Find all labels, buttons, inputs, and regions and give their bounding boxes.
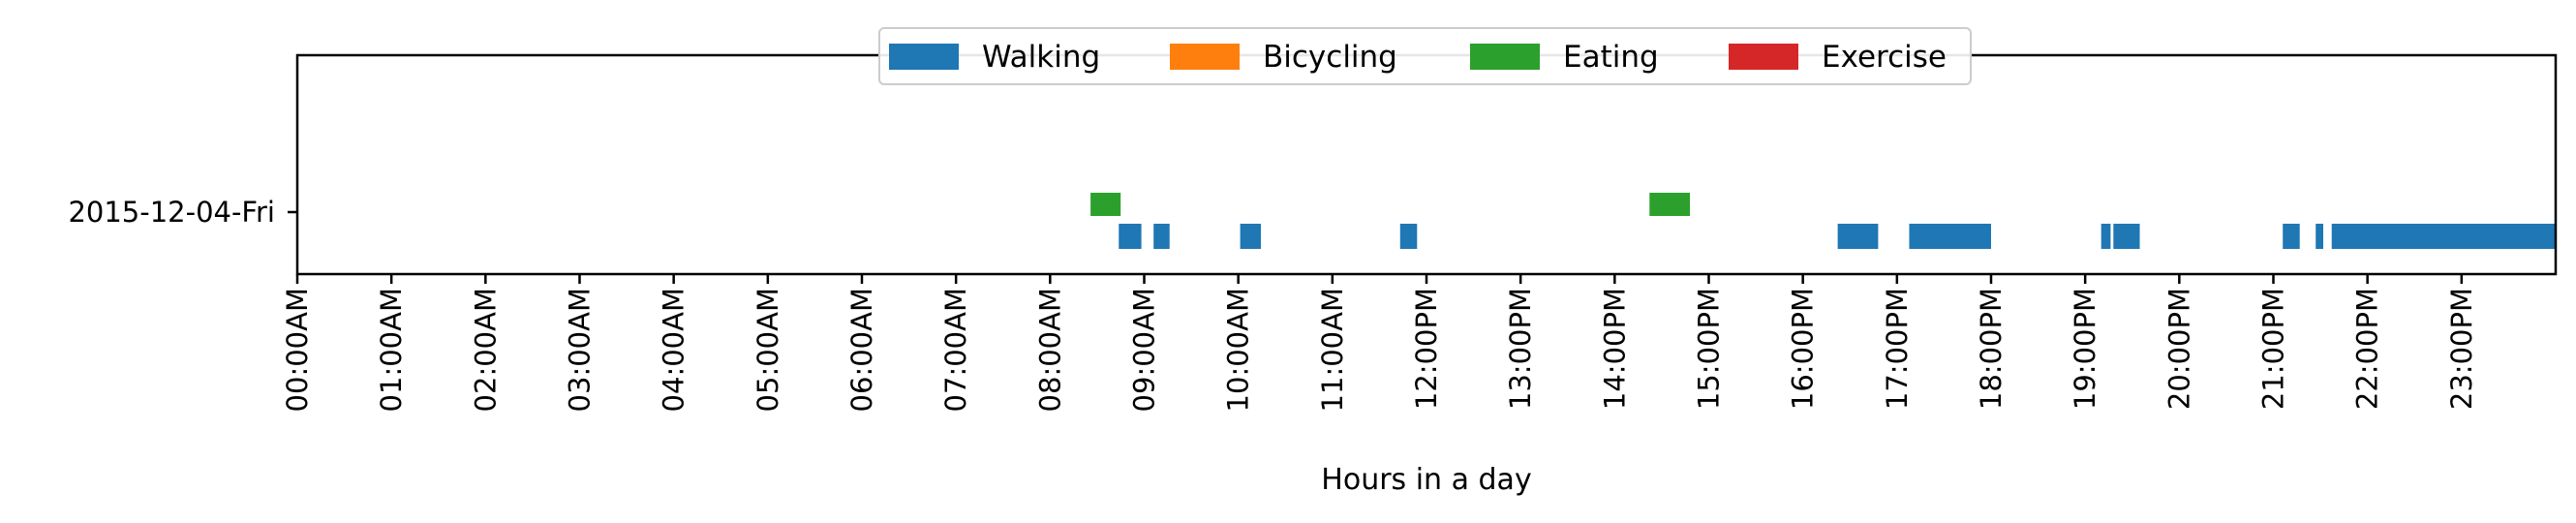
- walking-bar: [2331, 224, 2556, 249]
- legend-label-eating: Eating: [1563, 40, 1659, 75]
- walking-bar: [2315, 224, 2323, 249]
- legend-swatch-bicycling: [1170, 44, 1240, 70]
- walking-bar: [1941, 224, 1991, 249]
- y-axis: 2015-12-04-Fri: [68, 196, 297, 229]
- x-tick-label: 20:00PM: [2162, 288, 2195, 410]
- x-tick-label: 03:00AM: [564, 288, 597, 412]
- walking-bar: [1153, 224, 1170, 249]
- x-tick-label: 05:00AM: [751, 288, 784, 412]
- x-tick-label: 12:00PM: [1410, 288, 1443, 410]
- x-tick-label: 19:00PM: [2069, 288, 2101, 410]
- walking-bar: [1119, 224, 1142, 249]
- legend-label-exercise: Exercise: [1822, 40, 1947, 75]
- legend-swatch-eating: [1470, 44, 1540, 70]
- x-tick-label: 02:00AM: [469, 288, 502, 412]
- walking-bar: [1399, 224, 1418, 249]
- y-tick-label: 2015-12-04-Fri: [68, 196, 275, 229]
- x-axis-ticks: 00:00AM 01:00AM 02:00AM 03:00AM 04:00AM 05:00…: [281, 274, 2478, 412]
- legend-box: [878, 27, 1972, 85]
- x-tick-label: 15:00PM: [1693, 288, 1726, 410]
- legend-swatch-exercise: [1729, 44, 1798, 70]
- eating-bar: [1649, 193, 1691, 216]
- x-tick-label: 11:00AM: [1316, 288, 1349, 412]
- walking-bar: [2113, 224, 2140, 249]
- plot-area-frame: [295, 53, 2558, 276]
- x-tick-label: 01:00AM: [375, 288, 408, 412]
- x-tick-label: 00:00AM: [281, 288, 314, 412]
- walking-bar: [1909, 224, 1942, 249]
- walking-bar: [1240, 224, 1261, 249]
- legend-label-bicycling: Bicycling: [1263, 40, 1397, 75]
- x-tick-label: 10:00AM: [1222, 288, 1255, 412]
- x-tick-label: 23:00PM: [2445, 288, 2478, 410]
- legend-swatch-walking: [889, 44, 959, 70]
- x-tick-label: 09:00AM: [1128, 288, 1161, 412]
- x-tick-label: 18:00PM: [1975, 288, 2008, 410]
- x-tick-label: 04:00AM: [658, 288, 690, 412]
- x-tick-label: 06:00AM: [845, 288, 878, 412]
- x-tick-label: 08:00AM: [1033, 288, 1066, 412]
- activity-bars: [1090, 193, 2556, 249]
- walking-bar: [2283, 224, 2300, 249]
- walking-bar: [1837, 224, 1879, 249]
- legend-label-walking: Walking: [982, 40, 1100, 75]
- x-tick-label: 21:00PM: [2257, 288, 2290, 410]
- x-tick-label: 22:00PM: [2351, 288, 2384, 410]
- walking-bar: [2101, 224, 2111, 249]
- x-tick-label: 13:00PM: [1504, 288, 1537, 410]
- eating-bar: [1090, 193, 1121, 216]
- x-axis-label: Hours in a day: [1321, 463, 1531, 497]
- legend: Walking Bicycling Eating Exercise: [878, 27, 1972, 85]
- x-tick-label: 16:00PM: [1787, 288, 1820, 410]
- x-tick-label: 07:00AM: [939, 288, 972, 412]
- x-tick-label: 17:00PM: [1881, 288, 1914, 410]
- x-tick-label: 14:00PM: [1598, 288, 1631, 410]
